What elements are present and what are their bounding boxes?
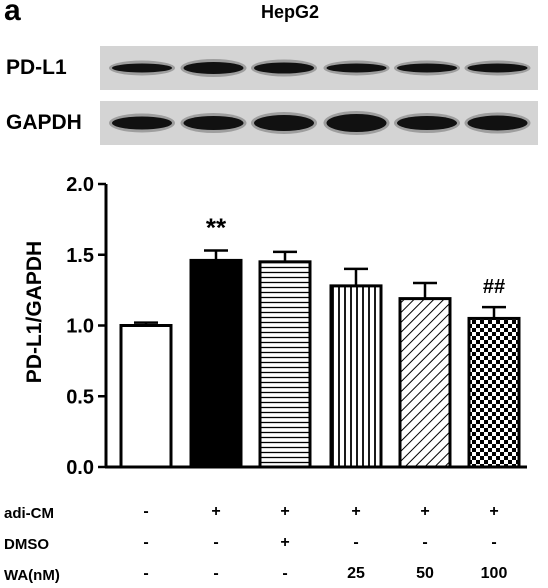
condition-cell: + xyxy=(351,503,361,520)
blot-label-gapdh: GAPDH xyxy=(6,111,82,134)
pd-l1-band xyxy=(326,63,387,73)
gapdh-band xyxy=(112,116,172,130)
condition-cell: - xyxy=(143,565,149,582)
bar-1 xyxy=(119,324,173,469)
y-tick-label: 0.5 xyxy=(66,386,94,408)
condition-cell: + xyxy=(420,503,430,520)
condition-cell: 100 xyxy=(480,565,508,582)
condition-cell: 25 xyxy=(347,565,365,582)
pd-l1-band xyxy=(397,63,457,73)
condition-label-wa: WA(nM) xyxy=(4,567,60,584)
chart-bars: ** ## xyxy=(119,213,521,469)
significance-mark: ** xyxy=(206,213,227,243)
chart-axes: 0.0 0.5 1.0 1.5 2.0 xyxy=(66,174,527,479)
gapdh-band xyxy=(254,115,314,131)
cell-line-title: HepG2 xyxy=(260,2,320,22)
y-tick-label: 1.0 xyxy=(66,316,94,338)
condition-cell: - xyxy=(353,534,359,551)
bar-6 xyxy=(467,316,521,469)
blot-bands xyxy=(109,59,531,135)
blot-label-pd-l1: PD-L1 xyxy=(6,56,67,79)
bar-4 xyxy=(329,284,383,469)
gapdh-band xyxy=(326,114,387,132)
condition-cell: - xyxy=(213,565,219,582)
panel-letter: a xyxy=(4,0,21,27)
gapdh-band xyxy=(397,116,457,130)
condition-cell: + xyxy=(280,534,290,551)
condition-cell: - xyxy=(282,565,288,582)
significance-mark: ## xyxy=(483,276,505,298)
condition-cell: 50 xyxy=(416,565,434,582)
condition-cell: - xyxy=(422,534,428,551)
pd-l1-band xyxy=(183,62,244,74)
blot-strip-pd-l1 xyxy=(100,46,538,90)
blot-strip-gapdh xyxy=(100,101,538,145)
bar-2 xyxy=(189,258,243,469)
gapdh-band xyxy=(183,116,244,130)
condition-label-adi-cm: adi-CM xyxy=(4,505,54,522)
y-axis-label: PD-L1/GAPDH xyxy=(23,240,46,384)
bar-3 xyxy=(258,260,312,469)
y-tick-label: 2.0 xyxy=(66,174,94,196)
condition-cell: + xyxy=(211,503,221,520)
condition-cell: + xyxy=(489,503,499,520)
condition-cell: + xyxy=(280,503,290,520)
condition-cell: - xyxy=(143,503,149,520)
y-tick-label: 1.5 xyxy=(66,245,94,267)
condition-cell: - xyxy=(491,534,497,551)
gapdh-band xyxy=(467,115,528,131)
condition-cell: - xyxy=(143,534,149,551)
condition-label-dmso: DMSO xyxy=(4,536,49,553)
condition-cell: - xyxy=(213,534,219,551)
pd-l1-band xyxy=(254,62,314,74)
bar-5 xyxy=(398,297,452,469)
y-tick-label: 0.0 xyxy=(66,457,94,479)
pd-l1-band xyxy=(467,63,528,73)
pd-l1-band xyxy=(112,63,172,73)
